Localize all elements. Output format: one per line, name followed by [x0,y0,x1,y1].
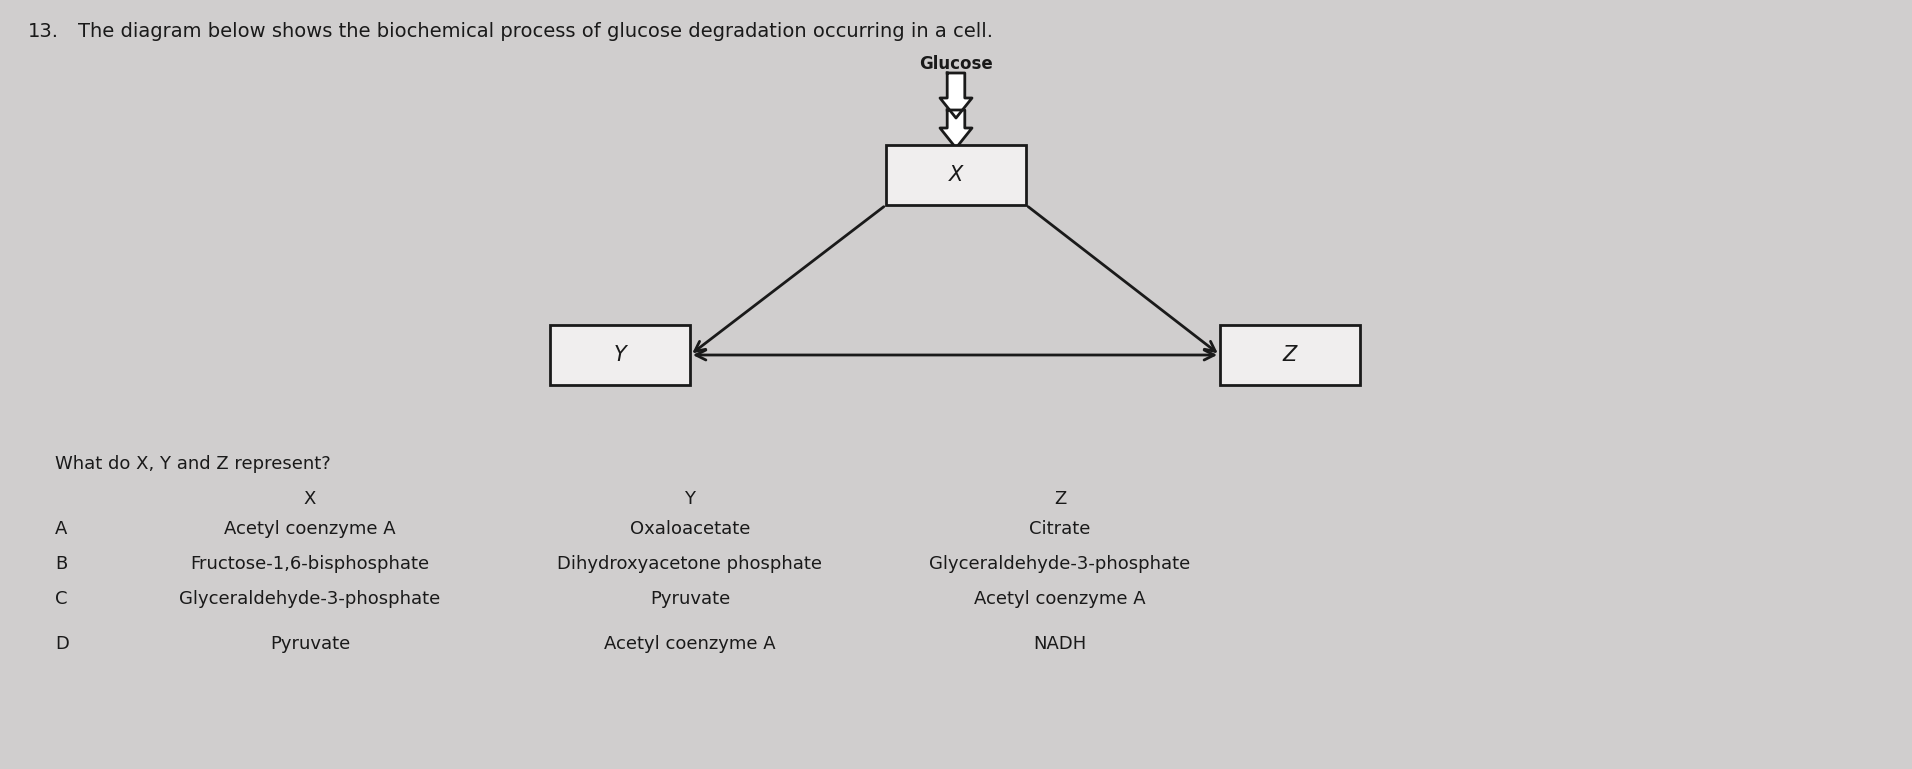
Text: Glucose: Glucose [920,55,992,73]
Text: Acetyl coenzyme A: Acetyl coenzyme A [975,590,1145,608]
Text: D: D [55,635,69,653]
Text: Pyruvate: Pyruvate [270,635,350,653]
Text: Glyceraldehyde-3-phosphate: Glyceraldehyde-3-phosphate [929,555,1191,573]
Text: Dihydroxyacetone phosphate: Dihydroxyacetone phosphate [558,555,822,573]
Text: Z: Z [1283,345,1296,365]
FancyBboxPatch shape [551,325,690,385]
FancyBboxPatch shape [1220,325,1359,385]
Text: Acetyl coenzyme A: Acetyl coenzyme A [224,520,396,538]
Text: Oxaloacetate: Oxaloacetate [629,520,750,538]
Text: Glyceraldehyde-3-phosphate: Glyceraldehyde-3-phosphate [180,590,440,608]
Text: Pyruvate: Pyruvate [650,590,730,608]
Text: What do X, Y and Z represent?: What do X, Y and Z represent? [55,455,331,473]
Text: Y: Y [614,345,627,365]
Text: X: X [304,490,315,508]
Text: Z: Z [1054,490,1067,508]
Text: Y: Y [684,490,696,508]
Text: The diagram below shows the biochemical process of glucose degradation occurring: The diagram below shows the biochemical … [78,22,992,41]
Text: A: A [55,520,67,538]
Text: Acetyl coenzyme A: Acetyl coenzyme A [604,635,776,653]
Text: Citrate: Citrate [1029,520,1090,538]
Text: B: B [55,555,67,573]
Text: C: C [55,590,67,608]
Text: Fructose-1,6-bisphosphate: Fructose-1,6-bisphosphate [191,555,430,573]
Text: 13.: 13. [29,22,59,41]
Text: X: X [948,165,964,185]
FancyBboxPatch shape [885,145,1027,205]
Polygon shape [941,73,971,118]
Text: NADH: NADH [1032,635,1086,653]
Polygon shape [941,110,971,148]
